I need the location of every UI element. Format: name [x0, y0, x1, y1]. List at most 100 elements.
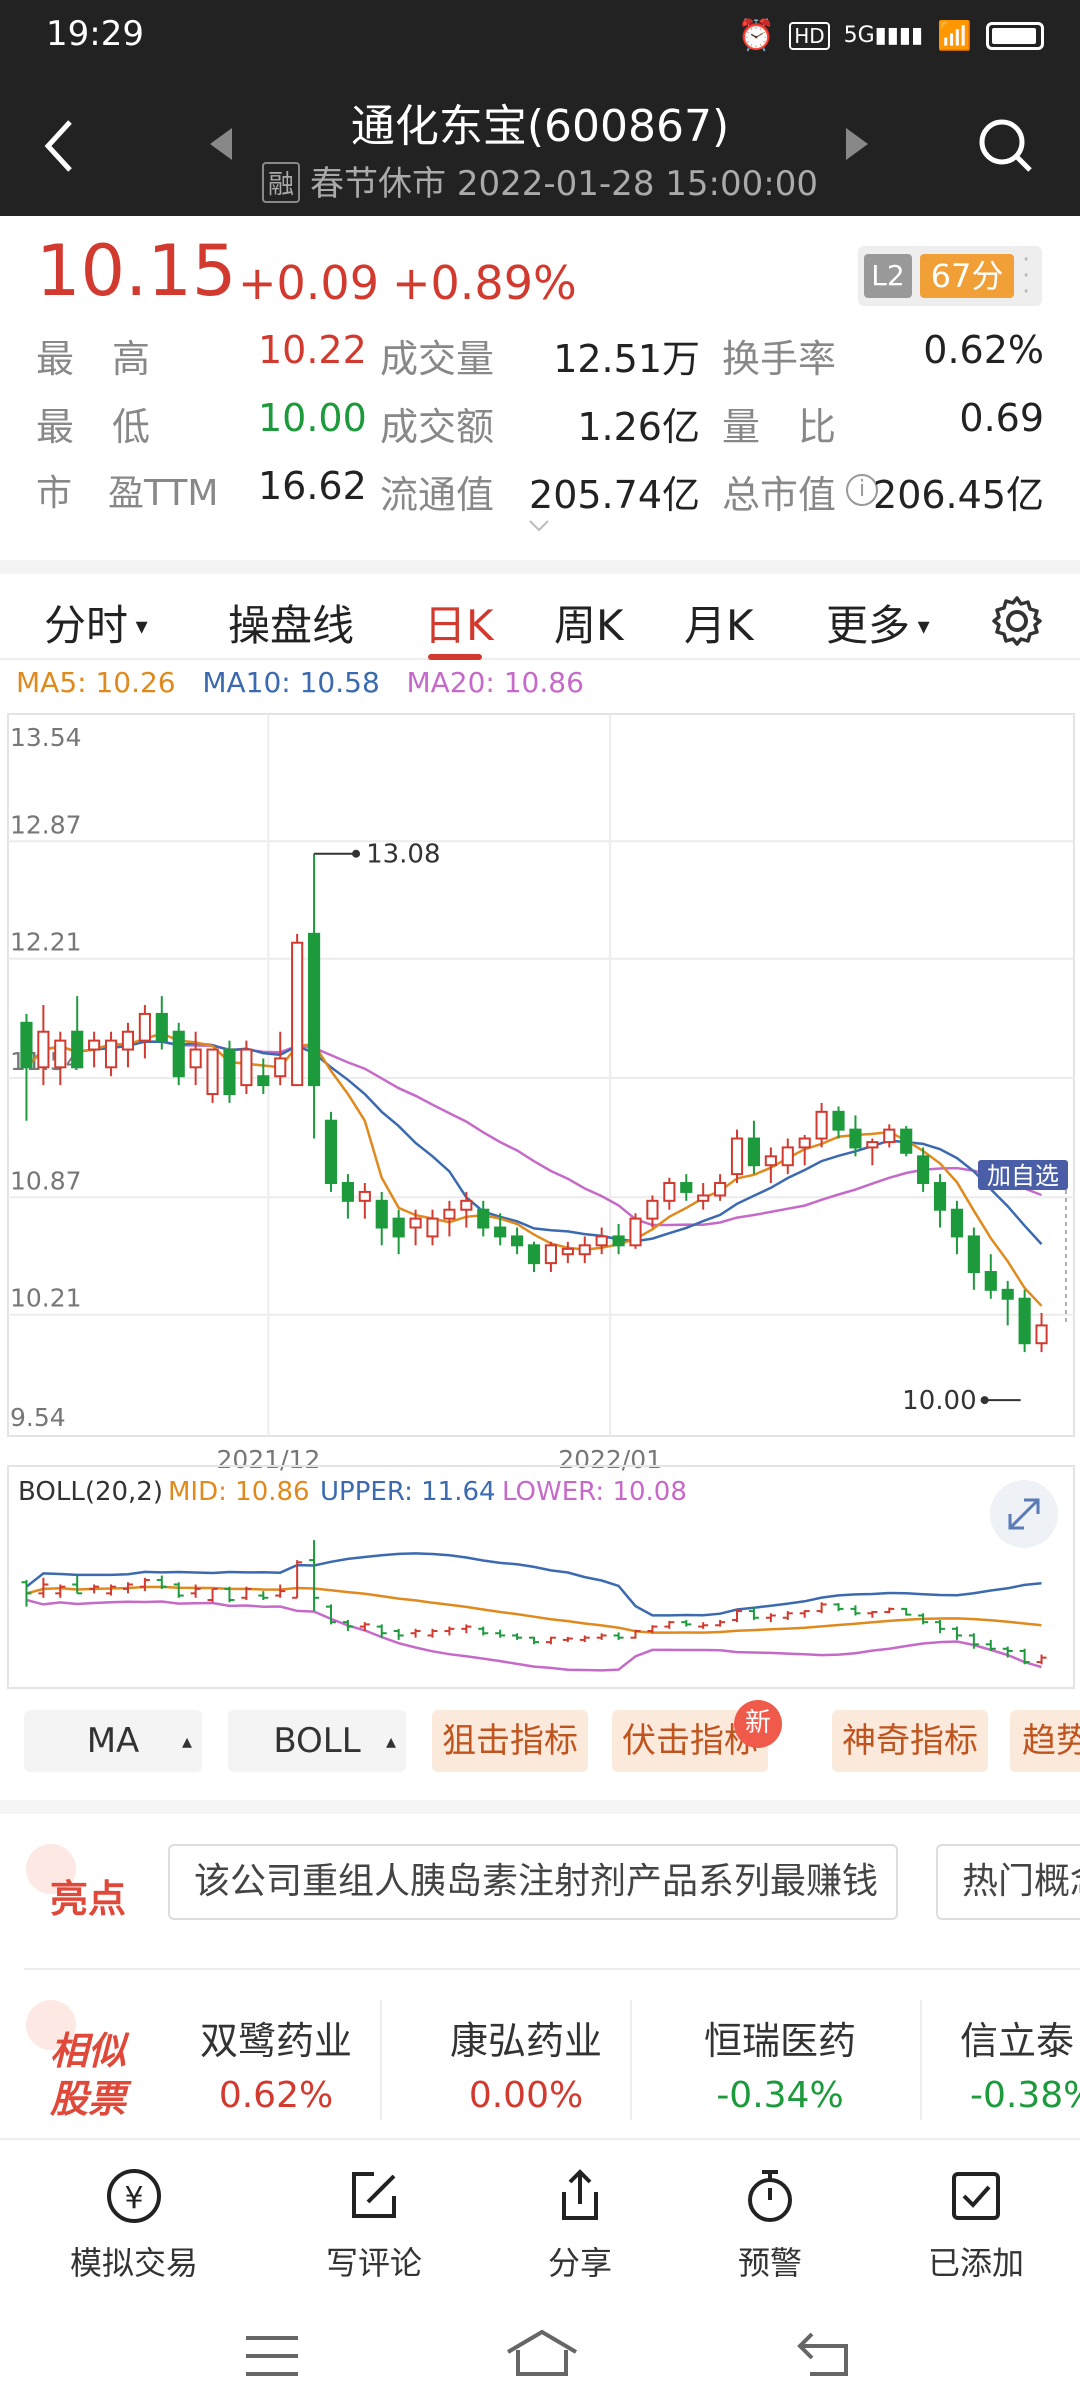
settings-gear-icon[interactable]	[990, 594, 1044, 652]
expand-chevron-icon[interactable]	[528, 518, 550, 537]
share-button[interactable]: 分享	[490, 2166, 670, 2284]
margin-badge: 融	[262, 162, 301, 203]
candle	[426, 1209, 439, 1246]
add-watchlist-tag[interactable]: 加自选	[978, 1160, 1068, 1190]
candle	[155, 996, 168, 1050]
candle-body	[71, 1030, 84, 1069]
candle-body	[341, 1182, 354, 1202]
tab-more-label: 更多	[826, 601, 911, 650]
volume-ratio-label: 量 比	[722, 405, 837, 449]
magic-indicator-button[interactable]: 神奇指标	[832, 1710, 988, 1772]
system-nav-bar	[0, 2298, 1080, 2408]
candle-body	[527, 1244, 541, 1265]
kline-chart-area[interactable]: 13.5412.8712.2111.5410.8710.219.542021/1…	[0, 710, 1080, 1689]
tab-more[interactable]: 更多 ▾	[826, 592, 930, 653]
dropdown-icon: ▾	[910, 612, 930, 640]
highlight-text[interactable]: 该公司重组人胰岛素注射剂产品系列最赚钱	[168, 1844, 898, 1920]
boll-frame	[7, 1465, 1075, 1689]
candle	[392, 1209, 405, 1255]
trend-indicator-button[interactable]: 趋势	[1010, 1710, 1080, 1772]
boll-indicator-button[interactable]: BOLL ▴	[228, 1710, 406, 1772]
similar-stock-card[interactable]: 双鹭药业 0.62%	[176, 2000, 376, 2130]
candle-body	[984, 1271, 997, 1291]
home-icon[interactable]	[504, 2328, 580, 2384]
highlight-decor-icon	[26, 1844, 76, 1894]
candle	[663, 1177, 676, 1210]
candle	[274, 1031, 287, 1086]
candle-body	[257, 1075, 270, 1087]
write-comment-button[interactable]: 写评论	[284, 2166, 464, 2284]
candle	[561, 1241, 574, 1264]
prev-stock-icon[interactable]	[206, 124, 236, 168]
candle-body	[460, 1199, 473, 1211]
y-tick-label: 10.21	[10, 1284, 82, 1313]
next-stock-icon[interactable]	[842, 124, 872, 168]
volume-label: 成交量	[380, 337, 495, 381]
hot-concept-box[interactable]: 热门概念	[936, 1844, 1080, 1920]
candle	[104, 1031, 118, 1077]
add-watchlist-bg	[978, 1160, 1068, 1190]
candle	[747, 1120, 761, 1175]
similar-stock-name: 康弘药业	[449, 2019, 602, 2063]
candle-body	[223, 1048, 236, 1096]
share-label: 分享	[547, 2244, 612, 2282]
tab-trading-line[interactable]: 操盘线	[228, 601, 355, 650]
candle-body	[646, 1199, 659, 1220]
candle-body	[849, 1128, 862, 1149]
back-nav-icon[interactable]	[796, 2330, 852, 2382]
simulated-trade-button[interactable]: ¥ 模拟交易	[44, 2166, 224, 2284]
similar-stock-card[interactable]: 恒瑞医药 -0.34%	[680, 2000, 880, 2130]
kline-chart[interactable]: 13.5412.8712.2111.5410.8710.219.542021/1…	[0, 710, 1080, 1690]
candle	[697, 1183, 710, 1210]
sniper-indicator-button[interactable]: 狙击指标	[432, 1710, 588, 1772]
quote-panel: 10.15 +0.09 +0.89% L2 67分 · · · 最 高 10.22 …	[0, 216, 1080, 546]
float-cap-value: 205.74亿	[529, 473, 700, 517]
candle	[680, 1174, 693, 1201]
volume-value: 12.51万	[553, 337, 700, 381]
back-icon[interactable]	[40, 116, 80, 180]
candle-body	[697, 1194, 710, 1202]
candle	[341, 1174, 354, 1219]
ambush-indicator-button[interactable]: 伏击指标新	[612, 1700, 782, 1772]
candle	[172, 1022, 185, 1086]
added-watchlist-button[interactable]: 已添加	[886, 2166, 1066, 2284]
ma20-value: MA20: 10.86	[406, 666, 584, 699]
candle-body	[1001, 1288, 1014, 1300]
similar-stock-card[interactable]: 信立泰 -0.38%	[960, 2000, 1080, 2130]
caret-up-icon: ▴	[181, 1729, 192, 1753]
tab-monthly-k[interactable]: 月K	[684, 601, 754, 650]
level2-score[interactable]: L2 67分 · · ·	[858, 246, 1042, 306]
alert-label: 预警	[737, 2244, 802, 2282]
candle-body	[561, 1247, 574, 1256]
pe-label: 市 盈TTM	[36, 473, 219, 514]
candle	[612, 1223, 625, 1255]
boll-legend-item: LOWER: 10.08	[502, 1477, 687, 1507]
wifi-icon: 📶	[937, 19, 972, 52]
high-label: 最 高	[36, 337, 151, 381]
candle-body	[104, 1039, 118, 1069]
ma5-value: MA5: 10.26	[16, 666, 176, 699]
market-cap-label: 总市值	[722, 473, 837, 517]
candle-body	[680, 1182, 693, 1193]
candle	[324, 1111, 338, 1192]
market-status: 融春节休市 2022-01-28 15:00:00	[0, 156, 1080, 205]
candle-body	[883, 1128, 896, 1144]
expand-icon[interactable]	[990, 1480, 1058, 1548]
tab-weekly-k[interactable]: 周K	[554, 601, 624, 650]
ma-indicator-button[interactable]: MA ▴	[24, 1710, 202, 1772]
candle	[460, 1191, 473, 1228]
candle-body	[1035, 1324, 1048, 1345]
menu-icon[interactable]	[244, 2334, 300, 2382]
alert-button[interactable]: 预警	[680, 2166, 860, 2284]
info-icon[interactable]: i	[846, 474, 878, 506]
search-icon[interactable]	[976, 116, 1036, 180]
card-divider	[920, 2000, 922, 2120]
candle-body	[494, 1226, 507, 1238]
yuan-coin-icon: ¥	[107, 2169, 161, 2223]
candle	[714, 1174, 727, 1201]
candle-body	[595, 1235, 608, 1247]
tab-intraday[interactable]: 分时 ▾	[44, 592, 148, 653]
candle	[71, 996, 84, 1069]
similar-stock-card[interactable]: 康弘药业 0.00%	[426, 2000, 626, 2130]
tab-daily-k[interactable]: 日K	[424, 601, 494, 650]
